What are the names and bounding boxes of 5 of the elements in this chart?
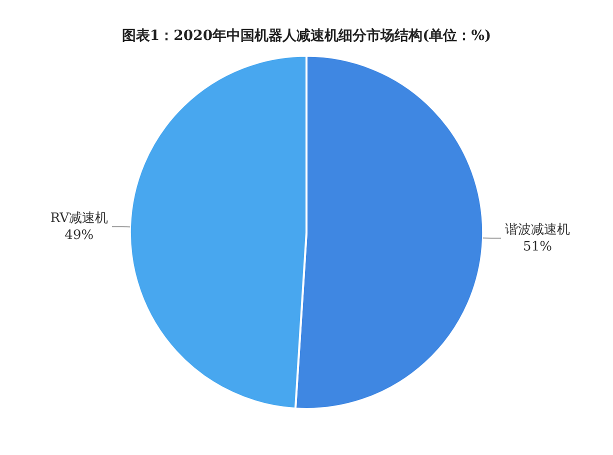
chart-title: 图表1：2020年中国机器人减速机细分市场结构(单位：%)	[122, 27, 492, 44]
data-label: 51%	[523, 240, 552, 255]
slice-label: 谐波减速机	[505, 222, 570, 238]
slice-label: RV减速机	[50, 210, 108, 226]
data-label: 49%	[64, 228, 94, 243]
